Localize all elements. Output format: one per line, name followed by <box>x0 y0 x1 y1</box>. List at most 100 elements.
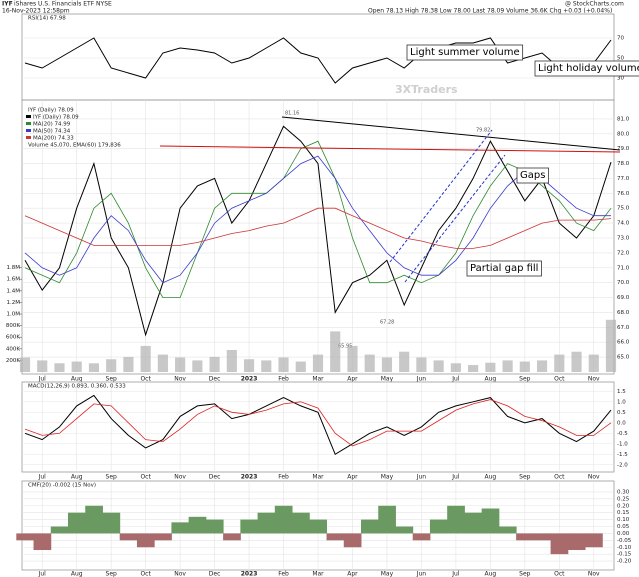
volume-bar <box>295 361 306 372</box>
x-tick-label: Nov <box>588 376 600 383</box>
y-tick-label: 1.2M <box>7 300 21 306</box>
y-tick-label: 80.0 <box>617 131 630 137</box>
cmf-bar <box>171 522 190 534</box>
cmf-bar <box>119 533 138 541</box>
x-tick-label: Oct <box>554 474 565 481</box>
x-tick-label: Jun <box>416 376 427 383</box>
volume-bar <box>347 345 358 372</box>
panel-title: CMF(20) -0.002 (15 Nov) <box>28 483 96 489</box>
y-tick-label: 0.15 <box>617 510 630 516</box>
volume-bar <box>416 357 427 372</box>
legend-swatch <box>26 122 31 125</box>
x-tick-label: Feb <box>278 376 289 383</box>
panel-title: RSI(14) 67.98 <box>28 16 66 22</box>
y-tick-label: 1.5 <box>617 389 626 395</box>
y-tick-label: 800K <box>6 323 20 329</box>
cmf-bar <box>85 505 103 534</box>
volume-bar <box>106 359 117 372</box>
cmf-bar <box>378 505 396 534</box>
volume-bar <box>226 349 237 372</box>
x-tick-label: Jul <box>38 376 47 383</box>
x-tick-label: Nov <box>174 474 186 481</box>
volume-bar <box>140 345 151 372</box>
cmf-bar <box>309 519 328 534</box>
panel-title: MACD(12,26,9) 0.893, 0.360, 0.533 <box>28 384 126 390</box>
volume-bar <box>278 357 289 372</box>
y-tick-label: -0.20 <box>617 559 632 565</box>
x-tick-label: Sep <box>106 571 118 577</box>
y-tick-label: -0.5 <box>617 431 628 437</box>
x-tick-label: Mar <box>312 571 324 577</box>
cmf-bar <box>516 533 534 541</box>
y-tick-label: 67.0 <box>617 325 630 331</box>
volume-bar <box>71 361 82 372</box>
cmf-bar <box>585 533 603 548</box>
y-tick-label: -0.10 <box>617 545 632 551</box>
price-label: 65.95 <box>338 344 352 350</box>
cmf-bar <box>498 526 517 534</box>
volume-bar <box>261 360 272 372</box>
x-tick-label: Jun <box>416 571 427 577</box>
x-tick-label: 2023 <box>241 474 258 481</box>
x-tick-label: Mar <box>312 376 324 383</box>
y-tick-label: 1.8M <box>7 265 21 271</box>
series-line <box>24 394 612 456</box>
x-tick-label: 2023 <box>241 571 258 577</box>
volume-bar <box>571 351 582 372</box>
y-tick-label: -1.5 <box>617 452 628 458</box>
volume-bar <box>175 357 186 372</box>
cmf-bar <box>326 533 345 541</box>
watermark: 3XTraders <box>395 83 458 96</box>
y-tick-label: 81.0 <box>617 116 630 122</box>
y-tick-label: 30 <box>617 76 624 82</box>
volume-bar <box>554 354 565 372</box>
x-tick-label: Nov <box>174 376 186 383</box>
x-tick-label: Sep <box>519 376 531 383</box>
x-tick-label: May <box>381 376 394 383</box>
series-line <box>24 155 611 284</box>
volume-bar <box>605 319 617 372</box>
cmf-bar <box>447 505 465 534</box>
y-tick-label: 0.25 <box>617 496 630 502</box>
cmf-bar <box>188 516 207 534</box>
y-tick-label: 600K <box>6 335 20 341</box>
x-tick-label: Aug <box>484 376 496 383</box>
x-tick-label: Jun <box>416 474 427 481</box>
y-tick-label: 0.00 <box>617 531 630 537</box>
y-tick-label: 1.6M <box>7 277 21 283</box>
cmf-bar <box>136 533 155 548</box>
legend-label: MA(20) 74.99 <box>33 122 71 128</box>
volume-bar <box>450 363 461 372</box>
volume-bar <box>536 360 548 372</box>
y-tick-label: 0.20 <box>617 503 630 509</box>
x-tick-label: Dec <box>209 376 221 383</box>
cmf-bar <box>292 512 310 534</box>
volume-bar <box>209 356 220 372</box>
volume-bar <box>37 360 48 372</box>
y-tick-label: 66.0 <box>617 340 630 346</box>
x-tick-label: Feb <box>278 571 289 577</box>
x-tick-label: Sep <box>106 376 118 383</box>
y-tick-label: -1.0 <box>617 441 628 447</box>
annotation: Light summer volume <box>410 47 520 58</box>
y-tick-label: 76.0 <box>617 191 630 197</box>
legend-label: MA(50) 74.34 <box>33 129 71 135</box>
y-tick-label: 200K <box>6 358 20 364</box>
x-tick-label: Aug <box>484 571 496 577</box>
x-tick-label: Nov <box>588 571 600 577</box>
legend-swatch <box>26 136 31 139</box>
volume-bar <box>588 354 599 372</box>
annotation-box <box>516 167 549 184</box>
x-tick-label: Sep <box>106 474 118 481</box>
price-label: 67.28 <box>380 320 394 326</box>
series-line <box>24 207 612 249</box>
x-tick-label: Dec <box>209 571 221 577</box>
cmf-bar <box>533 533 552 541</box>
annotation: Partial gap fill <box>470 263 538 274</box>
price-label: 79.82 <box>476 128 490 134</box>
x-tick-label: Feb <box>278 474 289 481</box>
cmf-bar <box>223 533 241 541</box>
x-tick-label: Aug <box>71 571 83 577</box>
y-tick-label: 0.10 <box>617 517 630 523</box>
y-tick-label: 400K <box>6 346 20 352</box>
